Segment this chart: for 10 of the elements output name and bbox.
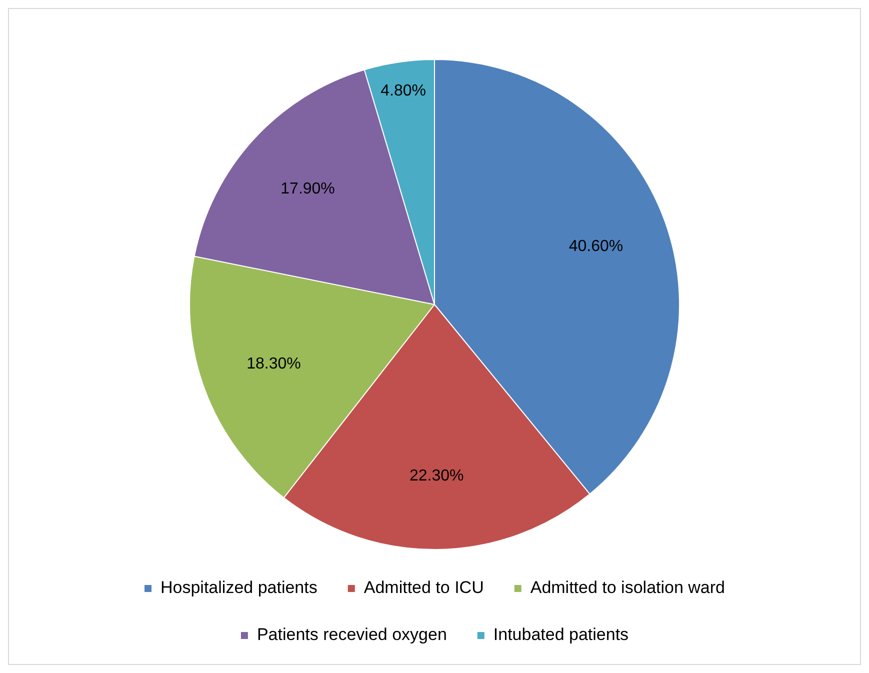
data-label: 18.30% — [246, 356, 301, 373]
legend-label: Admitted to ICU — [364, 578, 484, 598]
data-label: 22.30% — [409, 467, 464, 484]
legend-label: Admitted to isolation ward — [530, 578, 726, 598]
legend-label: Intubated patients — [493, 625, 629, 644]
data-label: 17.90% — [280, 180, 335, 198]
legend-label: Patients recevied oxygen — [256, 625, 447, 644]
data-label: 40.60% — [568, 238, 624, 256]
data-label: 4.80% — [380, 82, 426, 100]
legend-label: Hospitalized patients — [160, 578, 318, 598]
